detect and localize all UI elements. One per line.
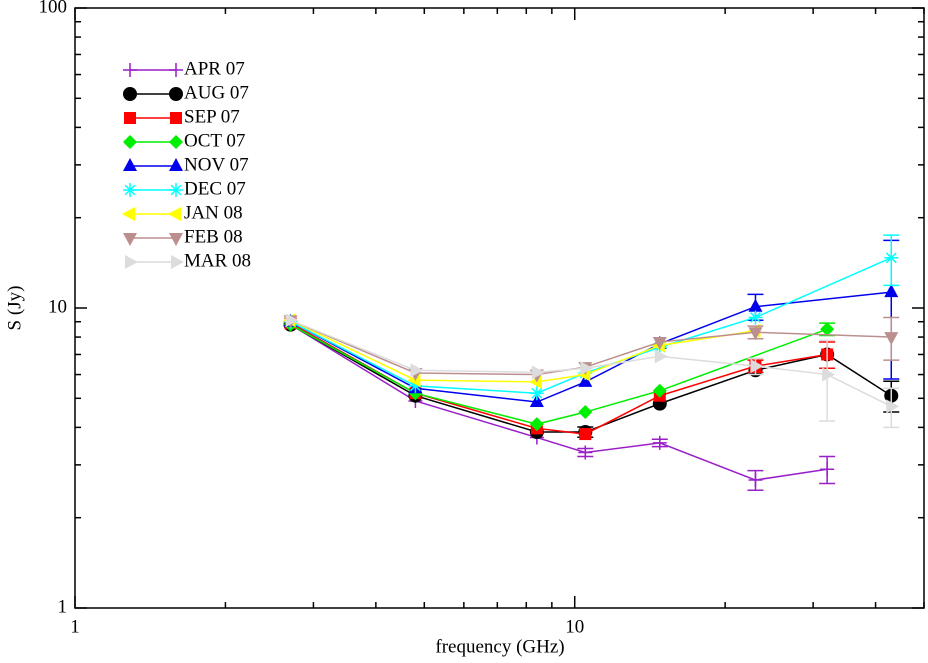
marker	[580, 361, 594, 376]
y-tick-label: 100	[39, 0, 68, 17]
marker	[410, 363, 424, 378]
marker	[578, 405, 593, 420]
marker	[884, 250, 899, 265]
marker	[652, 435, 667, 450]
y-axis-label: S (Jy)	[4, 286, 25, 331]
y-tick-label: 1	[58, 596, 68, 617]
marker	[748, 327, 763, 341]
x-tick-label: 10	[565, 616, 584, 637]
legend-marker	[122, 207, 135, 221]
legend-marker	[169, 233, 183, 246]
marker	[750, 359, 764, 374]
marker	[652, 337, 667, 351]
marker	[654, 349, 668, 364]
legend-label: NOV 07	[184, 154, 249, 175]
marker	[886, 399, 900, 414]
x-axis-label: frequency (GHz)	[435, 636, 564, 657]
legend-label: OCT 07	[184, 130, 245, 151]
legend-label: FEB 08	[184, 226, 243, 247]
legend-marker	[123, 135, 137, 149]
legend-marker	[171, 255, 184, 269]
x-tick-label: 1	[70, 616, 80, 637]
marker	[748, 298, 763, 312]
marker	[884, 332, 899, 346]
legend-marker	[169, 87, 183, 101]
legend-marker	[123, 87, 137, 101]
legend-label: AUG 07	[184, 82, 249, 103]
legend-marker	[123, 183, 137, 197]
legend-marker	[170, 112, 182, 124]
marker	[529, 417, 544, 432]
legend-label: APR 07	[184, 58, 245, 79]
legend-marker	[123, 158, 137, 171]
legend-marker	[123, 233, 137, 246]
series-line	[290, 319, 756, 383]
legend-marker	[125, 255, 138, 269]
legend-label: MAR 08	[184, 250, 251, 271]
marker	[820, 322, 835, 337]
marker	[822, 367, 836, 382]
legend-marker	[169, 63, 183, 77]
legend-label: SEP 07	[184, 106, 240, 127]
marker	[531, 365, 545, 380]
legend-marker	[123, 63, 137, 77]
marker	[578, 373, 593, 387]
marker	[529, 386, 544, 401]
marker	[652, 383, 667, 398]
legend-marker	[169, 158, 183, 171]
marker	[578, 445, 593, 460]
marker	[820, 462, 835, 477]
marker	[408, 378, 423, 393]
legend-label: JAN 08	[184, 202, 243, 223]
legend-label: DEC 07	[184, 178, 246, 199]
legend-marker	[169, 135, 183, 149]
legend-marker	[124, 112, 136, 124]
marker	[579, 428, 592, 441]
marker	[748, 310, 763, 325]
legend-marker	[168, 207, 181, 221]
y-tick-label: 10	[48, 296, 67, 317]
marker	[884, 284, 899, 298]
error-bar	[819, 339, 836, 422]
marker	[285, 313, 299, 328]
marker	[748, 473, 763, 488]
marker	[529, 394, 544, 408]
series-line	[290, 323, 828, 425]
legend-marker	[169, 183, 183, 197]
series-line	[290, 319, 892, 408]
